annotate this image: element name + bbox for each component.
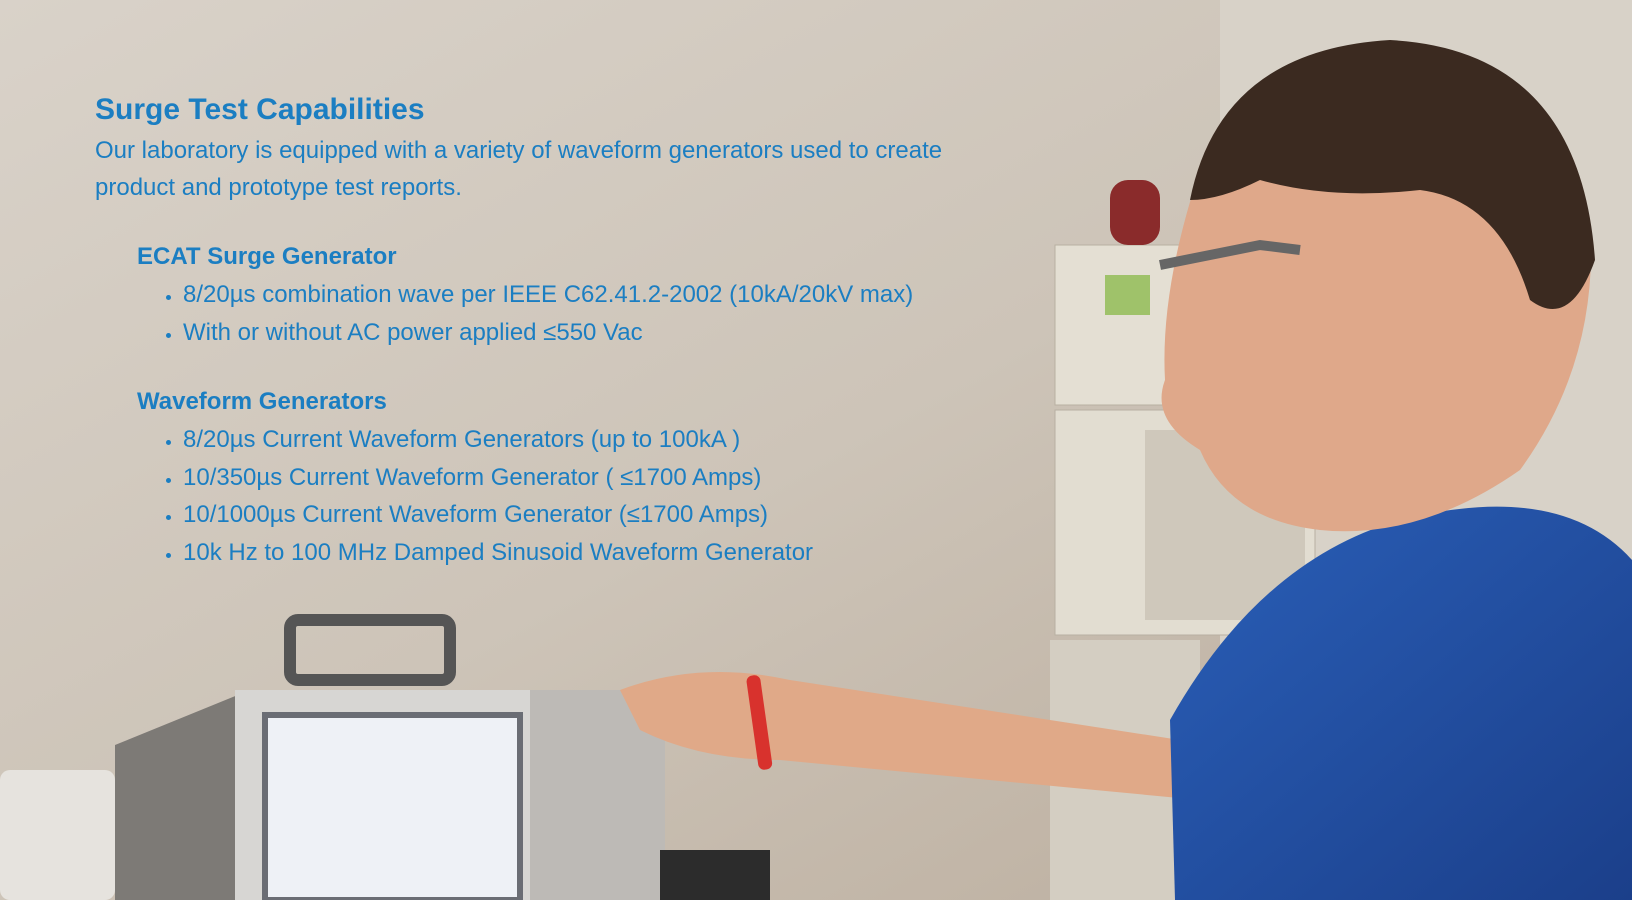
bullet-list: 8/20µs Current Waveform Generators (up t… (137, 421, 995, 571)
sections: ECAT Surge Generator8/20µs combination w… (95, 240, 995, 571)
bullet-item: 10k Hz to 100 MHz Damped Sinusoid Wavefo… (183, 534, 995, 572)
section: ECAT Surge Generator8/20µs combination w… (137, 240, 995, 351)
bullet-item: 10/1000µs Current Waveform Generator (≤1… (183, 496, 995, 534)
bullet-item: 8/20µs combination wave per IEEE C62.41.… (183, 276, 995, 314)
bullet-item: With or without AC power applied ≤550 Va… (183, 314, 995, 352)
intro: Our laboratory is equipped with a variet… (95, 132, 965, 206)
section: Waveform Generators8/20µs Current Wavefo… (137, 385, 995, 571)
bullet-list: 8/20µs combination wave per IEEE C62.41.… (137, 276, 995, 351)
section-heading: Waveform Generators (137, 385, 995, 419)
text-panel: Surge Test Capabilities Our laboratory i… (95, 90, 995, 571)
bullet-item: 10/350µs Current Waveform Generator ( ≤1… (183, 459, 995, 497)
title: Surge Test Capabilities (95, 90, 995, 130)
bullet-item: 8/20µs Current Waveform Generators (up t… (183, 421, 995, 459)
page: Surge Test Capabilities Our laboratory i… (0, 0, 1632, 906)
section-heading: ECAT Surge Generator (137, 240, 995, 274)
